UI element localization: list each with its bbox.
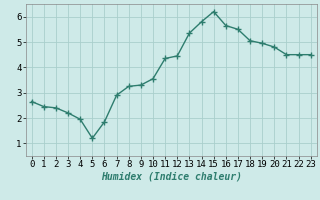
X-axis label: Humidex (Indice chaleur): Humidex (Indice chaleur) bbox=[101, 172, 242, 182]
